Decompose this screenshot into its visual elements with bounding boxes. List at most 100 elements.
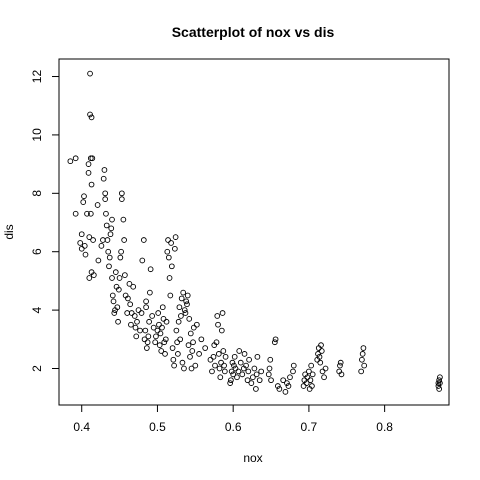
data-point [238, 360, 243, 365]
data-point [135, 319, 140, 324]
data-point [122, 238, 127, 243]
data-point [175, 352, 180, 357]
data-point [155, 328, 160, 333]
data-point [105, 238, 110, 243]
data-point [87, 276, 92, 281]
data-point [291, 363, 296, 368]
data-point [110, 217, 115, 222]
data-point [310, 372, 315, 377]
data-point [318, 360, 323, 365]
data-point [175, 340, 180, 345]
data-point [221, 349, 226, 354]
data-point [79, 246, 84, 251]
data-point [237, 349, 242, 354]
x-tick-label: 0.7 [301, 420, 318, 434]
data-point [88, 71, 93, 76]
data-point [253, 387, 258, 392]
data-point [82, 194, 87, 199]
data-point [169, 264, 174, 269]
data-point [211, 354, 216, 359]
data-point [107, 255, 112, 260]
data-point [148, 267, 153, 272]
data-point [191, 325, 196, 330]
data-point [188, 354, 193, 359]
data-point [218, 375, 223, 380]
data-point [438, 375, 443, 380]
data-point [216, 322, 221, 327]
data-point [134, 334, 139, 339]
data-point [139, 311, 144, 316]
data-point [308, 378, 313, 383]
data-point [168, 293, 173, 298]
data-point [193, 363, 198, 368]
data-point [136, 308, 141, 313]
data-point [288, 375, 293, 380]
data-point [157, 343, 162, 348]
data-point [199, 337, 204, 342]
data-point [89, 182, 94, 187]
data-point [216, 352, 221, 357]
data-point [109, 226, 114, 231]
data-point [116, 319, 121, 324]
y-tick-label: 8 [30, 190, 44, 197]
data-point [185, 302, 190, 307]
y-tick-label: 6 [30, 248, 44, 255]
y-tick-label: 10 [30, 128, 44, 142]
data-point [153, 340, 158, 345]
data-point [179, 296, 184, 301]
data-point [104, 223, 109, 228]
data-point [160, 305, 165, 310]
data-point [125, 311, 130, 316]
data-point [215, 314, 220, 319]
data-point [177, 305, 182, 310]
data-point [101, 176, 106, 181]
data-point [219, 360, 224, 365]
data-point [104, 211, 109, 216]
data-point [146, 334, 151, 339]
data-point [320, 369, 325, 374]
data-point [119, 191, 124, 196]
data-point [247, 357, 252, 362]
data-point [173, 235, 178, 240]
data-point [158, 331, 163, 336]
data-point [138, 328, 143, 333]
data-point [160, 325, 165, 330]
data-point [183, 311, 188, 316]
data-point [172, 246, 177, 251]
x-tick-label: 0.4 [73, 420, 90, 434]
data-points [68, 71, 442, 394]
data-point [309, 363, 314, 368]
data-point [118, 255, 123, 260]
data-point [86, 162, 91, 167]
data-point [144, 346, 149, 351]
data-point [129, 311, 134, 316]
data-point [117, 276, 122, 281]
data-point [154, 334, 159, 339]
data-point [110, 276, 115, 281]
y-axis-label: dis [2, 224, 16, 239]
data-point [144, 299, 149, 304]
data-point [161, 316, 166, 321]
data-point [163, 352, 168, 357]
y-tick-label: 2 [30, 365, 44, 372]
data-point [197, 352, 202, 357]
data-point [301, 384, 306, 389]
data-point [323, 366, 328, 371]
data-point [83, 252, 88, 257]
data-point [361, 346, 366, 351]
data-point [145, 340, 150, 345]
data-point [101, 238, 106, 243]
data-point [187, 316, 192, 321]
data-point [182, 366, 187, 371]
data-point [269, 378, 274, 383]
data-point [252, 366, 257, 371]
data-point [147, 319, 152, 324]
x-tick-label: 0.6 [225, 420, 242, 434]
data-point [235, 375, 240, 380]
data-point [222, 369, 227, 374]
x-axis: 0.4 0.5 0.6 0.7 0.8 [73, 405, 393, 434]
data-point [180, 360, 185, 365]
chart-title: Scatterplot of nox vs dis [172, 24, 335, 40]
data-point [99, 243, 104, 248]
data-point [257, 378, 262, 383]
